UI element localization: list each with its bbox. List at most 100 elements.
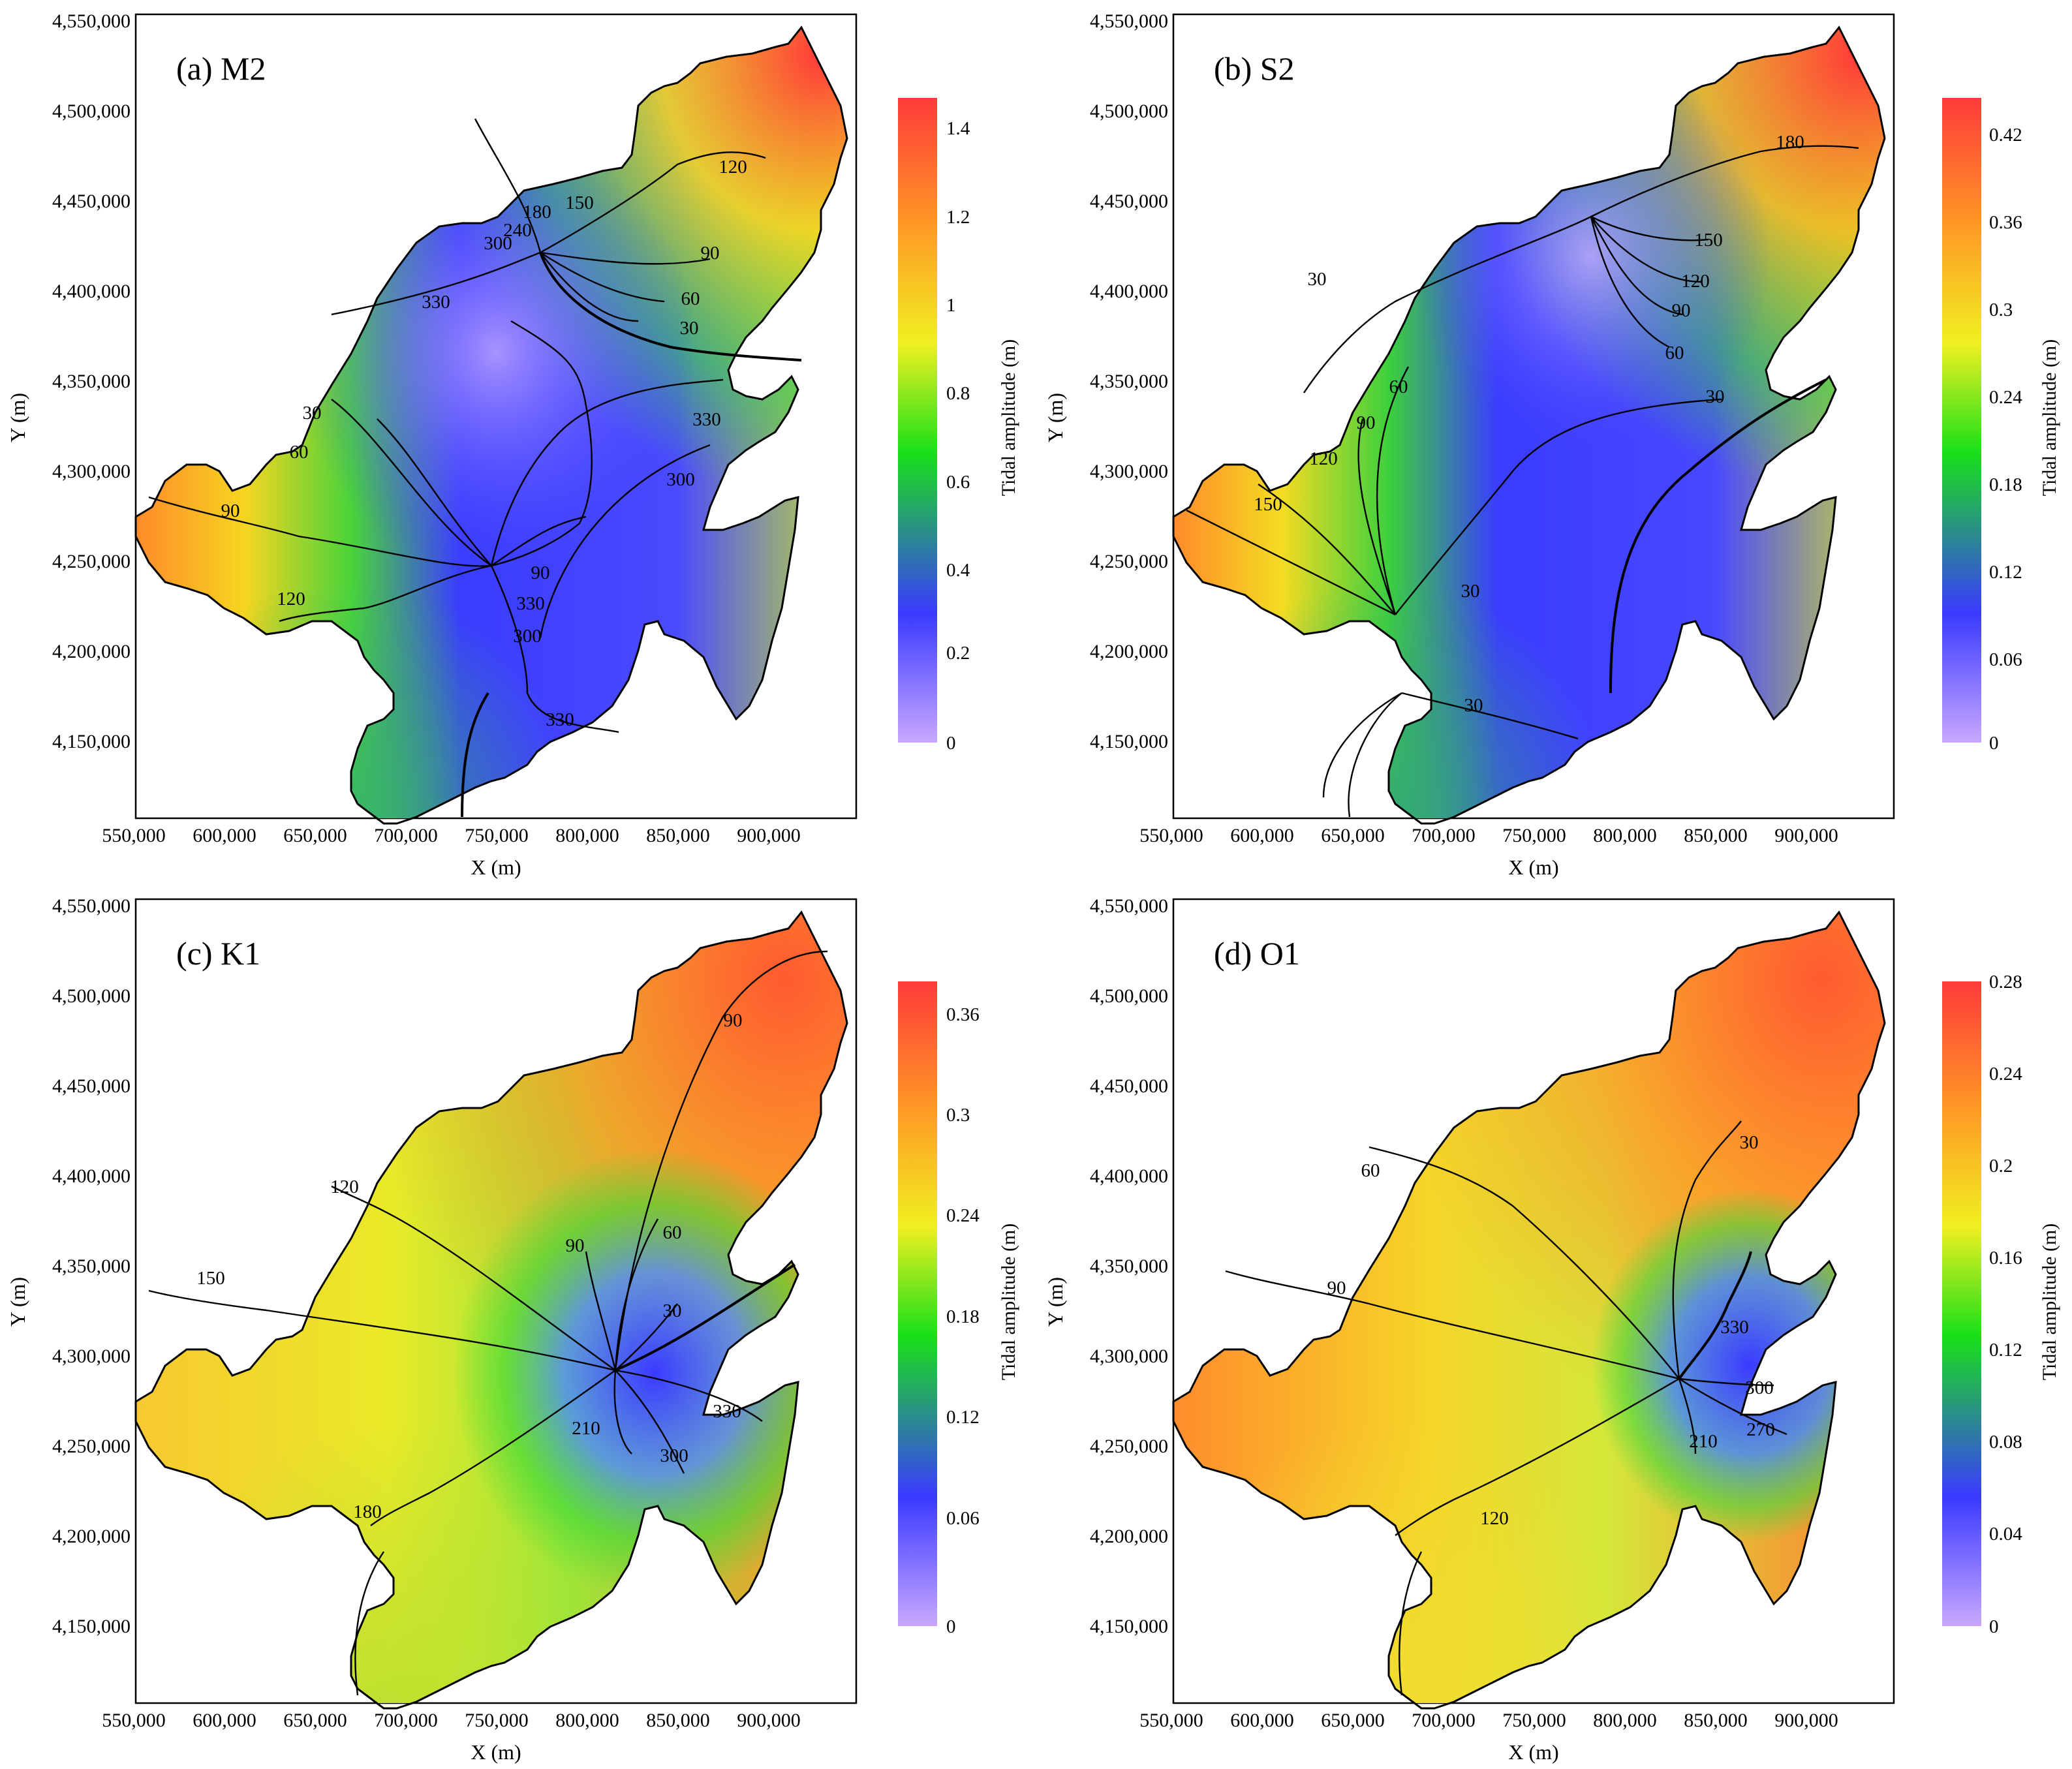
colorbar-ticks: 0.28 0.24 0.2 0.16 0.12 0.08 0.04 0 [1989, 972, 2022, 1637]
panel-label: (d) O1 [1214, 935, 1300, 972]
x-tick: 650,000 [1321, 825, 1385, 846]
contour-label: 210 [572, 1418, 600, 1439]
contour-label: 60 [1389, 377, 1408, 397]
colorbar-title: Tidal amplitude (m) [2039, 1223, 2060, 1381]
y-tick: 4,350,000 [52, 1255, 131, 1277]
contour-label: 30 [1706, 386, 1725, 407]
contour-labels: 180 150 120 90 60 30 60 90 120 150 30 30… [1254, 132, 1804, 716]
contour-label: 330 [516, 593, 545, 614]
colorbar-tick: 0.18 [946, 1306, 980, 1327]
x-tick: 750,000 [1502, 1710, 1566, 1731]
x-tick: 850,000 [646, 825, 710, 846]
colorbar-tick: 0 [1989, 1616, 1999, 1637]
x-tick: 550,000 [1139, 1710, 1203, 1731]
x-tick: 850,000 [1684, 825, 1748, 846]
contour-label: 90 [701, 243, 720, 264]
cotidal-lines [1225, 1120, 1787, 1696]
colorbar-tick: 0.4 [946, 560, 970, 581]
contour-label: 150 [565, 192, 594, 213]
y-tick: 4,350,000 [1090, 371, 1168, 392]
x-tick: 750,000 [465, 1710, 529, 1731]
contour-label: 30 [1740, 1132, 1759, 1153]
y-tick: 4,400,000 [1090, 1165, 1168, 1187]
x-tick: 900,000 [1774, 1710, 1838, 1731]
contour-label: 30 [1464, 695, 1483, 716]
contour-label: 300 [666, 469, 695, 490]
x-tick: 650,000 [283, 1710, 347, 1731]
colorbar-tick: 0.8 [946, 383, 970, 404]
colorbar-tick: 0.24 [1989, 1064, 2022, 1084]
y-tick: 4,500,000 [52, 100, 131, 122]
colorbar-tick: 0.24 [946, 1205, 980, 1226]
y-tick-labels: 4,550,000 4,500,000 4,450,000 4,400,000 … [1090, 10, 1168, 752]
colorbar-tick: 0.3 [1989, 300, 2013, 320]
x-tick: 700,000 [1412, 825, 1476, 846]
contour-label: 60 [1361, 1160, 1380, 1181]
y-tick: 4,550,000 [52, 10, 131, 32]
contour-label: 60 [290, 442, 309, 463]
contour-label: 90 [1672, 300, 1691, 321]
x-tick: 600,000 [1230, 1710, 1294, 1731]
contour-label: 150 [196, 1268, 225, 1289]
y-tick: 4,250,000 [52, 551, 131, 572]
colorbar: 1.4 1.2 1 0.8 0.6 0.4 0.2 0 Tidal amplit… [898, 98, 1019, 754]
x-tick: 650,000 [283, 825, 347, 846]
x-axis-title: X (m) [471, 855, 521, 879]
contour-label: 30 [680, 318, 699, 339]
x-tick-labels: 550,000 600,000 650,000 700,000 750,000 … [102, 825, 801, 846]
colorbar-tick: 0.08 [1989, 1432, 2022, 1453]
colorbar-ticks: 1.4 1.2 1 0.8 0.6 0.4 0.2 0 [946, 118, 970, 754]
y-tick: 4,400,000 [1090, 281, 1168, 302]
contour-label: 90 [221, 500, 240, 521]
x-tick-labels: 550,000 600,000 650,000 700,000 750,000 … [1139, 1710, 1838, 1731]
y-tick: 4,450,000 [1090, 1075, 1168, 1097]
contour-label: 330 [1720, 1317, 1749, 1338]
contour-label: 180 [353, 1501, 382, 1522]
y-tick-labels: 4,550,000 4,500,000 4,450,000 4,400,000 … [1090, 895, 1168, 1637]
contour-label: 300 [660, 1445, 688, 1466]
panel-label: (b) S2 [1214, 50, 1295, 87]
y-tick: 4,350,000 [52, 371, 131, 392]
colorbar-tick: 0.6 [946, 472, 970, 493]
panel-label: (c) K1 [176, 935, 260, 972]
x-tick: 750,000 [465, 825, 529, 846]
y-axis-title: Y (m) [6, 1277, 29, 1327]
x-tick: 900,000 [737, 1710, 801, 1731]
x-tick: 700,000 [1412, 1710, 1476, 1731]
y-tick: 4,300,000 [1090, 461, 1168, 482]
contour-label: 90 [566, 1235, 585, 1256]
y-tick: 4,200,000 [1090, 641, 1168, 662]
colorbar-tick: 1.4 [946, 118, 970, 139]
y-tick: 4,150,000 [1090, 1616, 1168, 1637]
colorbar-title: Tidal amplitude (m) [2039, 339, 2060, 497]
x-tick: 700,000 [374, 825, 438, 846]
contour-label: 120 [719, 157, 747, 177]
contour-label: 120 [330, 1177, 359, 1197]
y-tick: 4,150,000 [1090, 731, 1168, 752]
y-tick-labels: 4,550,000 4,500,000 4,450,000 4,400,000 … [52, 10, 131, 752]
contour-label: 210 [1689, 1431, 1718, 1452]
y-tick: 4,550,000 [52, 895, 131, 917]
colorbar-tick: 0 [946, 1616, 956, 1637]
contour-label: 60 [663, 1222, 682, 1243]
colorbar-tick: 1 [946, 295, 956, 316]
y-tick: 4,500,000 [52, 985, 131, 1007]
panel-m2: 180 150 120 90 60 30 240 300 330 330 300… [6, 10, 1019, 879]
y-tick-labels: 4,550,000 4,500,000 4,450,000 4,400,000 … [52, 895, 131, 1637]
contour-labels: 90 120 150 60 90 30 330 300 210 180 [196, 1010, 742, 1522]
contour-label: 30 [1461, 581, 1480, 602]
x-tick: 550,000 [102, 825, 166, 846]
x-tick: 850,000 [1684, 1710, 1748, 1731]
x-tick: 900,000 [1774, 825, 1838, 846]
contour-label: 30 [1308, 269, 1327, 290]
contour-label: 300 [513, 626, 542, 647]
contour-label: 120 [1309, 448, 1338, 469]
x-tick: 600,000 [1230, 825, 1294, 846]
colorbar-ramp [898, 981, 937, 1626]
colorbar-tick: 0.28 [1989, 972, 2022, 992]
x-tick: 600,000 [193, 825, 256, 846]
contour-label: 150 [1694, 230, 1723, 251]
colorbar-tick: 0.12 [946, 1407, 980, 1428]
panel-o1: 30 60 90 330 300 270 210 120 (d) O1 550,… [1044, 895, 2060, 1764]
